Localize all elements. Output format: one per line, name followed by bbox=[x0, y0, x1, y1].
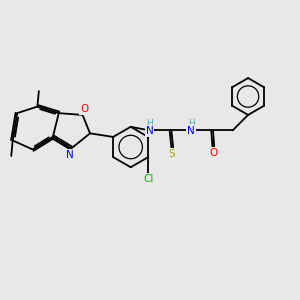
Text: N: N bbox=[66, 150, 74, 160]
Text: N: N bbox=[146, 126, 153, 136]
Text: N: N bbox=[187, 126, 195, 136]
Text: S: S bbox=[168, 149, 175, 159]
Text: O: O bbox=[80, 104, 88, 114]
Text: O: O bbox=[209, 148, 217, 158]
Text: H: H bbox=[188, 119, 194, 128]
Text: Cl: Cl bbox=[143, 174, 154, 184]
Text: H: H bbox=[146, 119, 153, 128]
